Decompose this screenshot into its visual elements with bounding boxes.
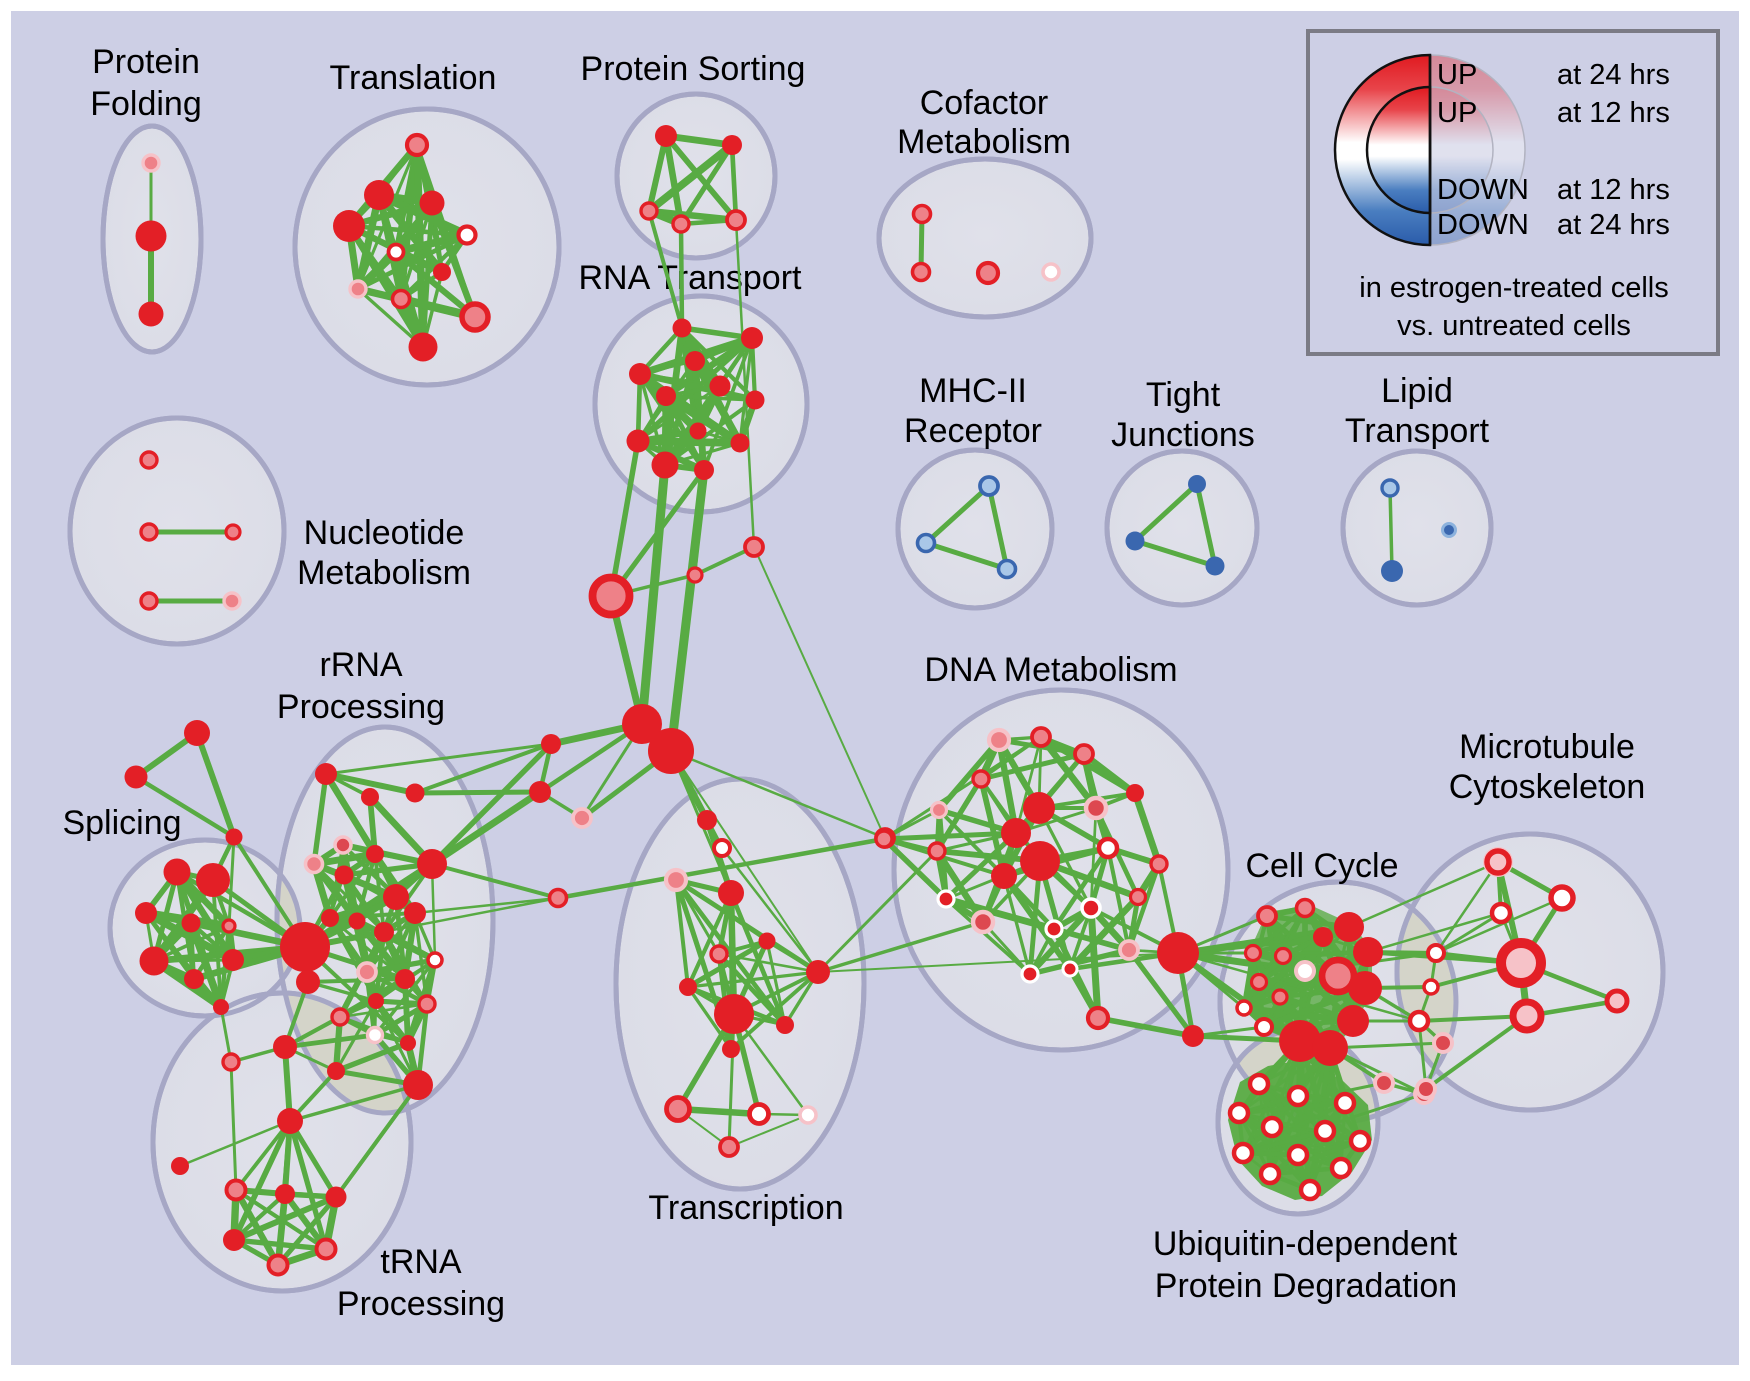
svg-text:Nucleotide: Nucleotide (304, 514, 465, 552)
svg-text:Processing: Processing (277, 688, 445, 726)
svg-text:rRNA: rRNA (319, 646, 402, 684)
svg-text:Microtubule: Microtubule (1459, 728, 1635, 766)
svg-text:Transcription: Transcription (648, 1189, 843, 1227)
svg-text:DOWN: DOWN (1437, 174, 1529, 206)
svg-text:Transport: Transport (1345, 412, 1490, 450)
svg-text:Processing: Processing (337, 1285, 505, 1323)
svg-text:at 24 hrs: at 24 hrs (1557, 59, 1670, 91)
svg-text:at 24 hrs: at 24 hrs (1557, 209, 1670, 241)
svg-text:UP: UP (1437, 59, 1477, 91)
svg-text:Splicing: Splicing (62, 804, 181, 842)
svg-text:Tight: Tight (1146, 376, 1221, 414)
svg-text:at 12 hrs: at 12 hrs (1557, 97, 1670, 129)
svg-text:Receptor: Receptor (904, 412, 1042, 450)
svg-text:MHC-II: MHC-II (919, 372, 1027, 410)
svg-text:Translation: Translation (330, 59, 497, 97)
svg-text:Cell Cycle: Cell Cycle (1245, 847, 1398, 885)
svg-text:DNA Metabolism: DNA Metabolism (924, 651, 1177, 689)
svg-text:DOWN: DOWN (1437, 209, 1529, 241)
svg-text:Lipid: Lipid (1381, 372, 1453, 410)
svg-text:tRNA: tRNA (380, 1243, 462, 1281)
svg-text:Protein Degradation: Protein Degradation (1155, 1267, 1457, 1305)
svg-text:Protein Sorting: Protein Sorting (581, 50, 806, 88)
svg-text:Ubiquitin-dependent: Ubiquitin-dependent (1153, 1225, 1458, 1263)
svg-text:RNA Transport: RNA Transport (579, 259, 803, 297)
svg-text:vs. untreated cells: vs. untreated cells (1397, 310, 1631, 342)
svg-text:Cofactor: Cofactor (920, 84, 1049, 122)
svg-text:Metabolism: Metabolism (297, 554, 471, 592)
svg-text:Cytoskeleton: Cytoskeleton (1449, 768, 1646, 806)
svg-text:at 12 hrs: at 12 hrs (1557, 174, 1670, 206)
svg-text:Folding: Folding (90, 85, 202, 123)
svg-text:Metabolism: Metabolism (897, 123, 1071, 161)
svg-text:Protein: Protein (92, 43, 200, 81)
svg-text:Junctions: Junctions (1111, 416, 1255, 454)
svg-text:in estrogen-treated cells: in estrogen-treated cells (1359, 272, 1669, 304)
svg-text:UP: UP (1437, 97, 1477, 129)
